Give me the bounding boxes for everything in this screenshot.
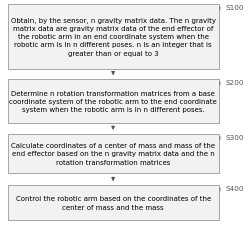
Text: S400: S400 bbox=[225, 185, 244, 191]
Text: S300: S300 bbox=[225, 134, 244, 140]
Bar bbox=[8, 185, 219, 220]
Text: S200: S200 bbox=[225, 79, 244, 85]
Text: Determine n rotation transformation matrices from a base
coordinate system of th: Determine n rotation transformation matr… bbox=[9, 90, 217, 113]
Bar bbox=[8, 134, 219, 174]
Bar bbox=[8, 5, 219, 69]
Text: Calculate coordinates of a center of mass and mass of the
end effector based on : Calculate coordinates of a center of mas… bbox=[11, 143, 215, 165]
Bar bbox=[8, 79, 219, 124]
Text: Obtain, by the sensor, n gravity matrix data. The n gravity
matrix data are grav: Obtain, by the sensor, n gravity matrix … bbox=[10, 17, 216, 56]
Text: Control the robotic arm based on the coordinates of the
center of mass and the m: Control the robotic arm based on the coo… bbox=[16, 195, 211, 210]
Text: S100: S100 bbox=[225, 5, 244, 10]
